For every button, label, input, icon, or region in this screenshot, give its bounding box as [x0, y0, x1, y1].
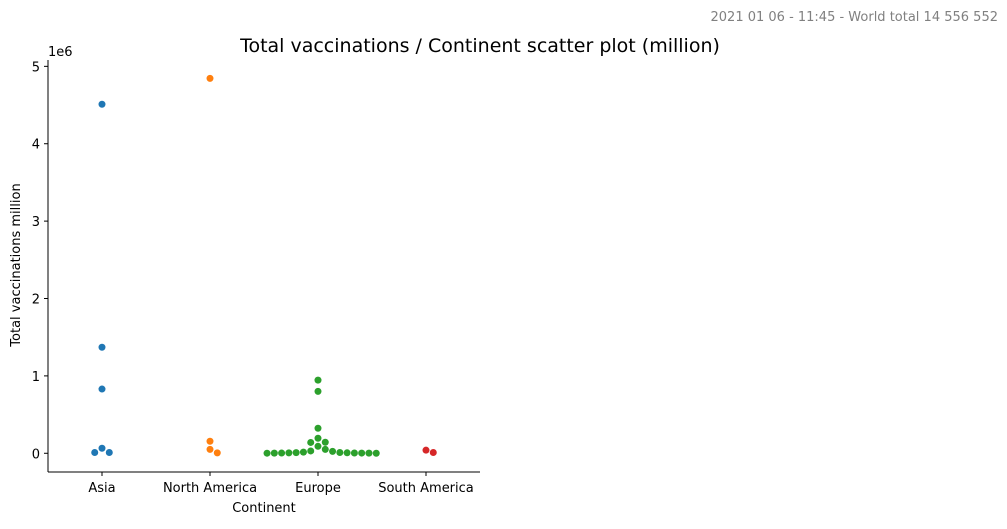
x-tick-label: Europe	[295, 481, 341, 496]
header-info: 2021 01 06 - 11:45 - World total 14 556 …	[711, 10, 999, 25]
y-axis-label: Total vaccinations million	[9, 183, 24, 347]
y-tick-label: 1	[32, 370, 40, 385]
point	[206, 445, 214, 453]
point	[350, 449, 358, 457]
point	[422, 446, 430, 454]
point	[429, 448, 437, 456]
y-tick-label: 3	[32, 215, 40, 230]
chart-title: Total vaccinations / Continent scatter p…	[239, 35, 720, 57]
y-tick-label: 0	[32, 447, 40, 462]
point	[307, 438, 315, 446]
point	[270, 449, 278, 457]
point	[343, 449, 351, 457]
x-tick-label: North America	[163, 481, 257, 496]
point	[206, 437, 214, 445]
y-offset-label: 1e6	[48, 45, 73, 60]
point	[292, 449, 300, 457]
point	[365, 449, 373, 457]
point	[206, 74, 214, 82]
point	[307, 447, 315, 455]
point	[91, 448, 99, 456]
point	[105, 448, 113, 456]
point	[314, 434, 322, 442]
point	[358, 449, 366, 457]
y-tick-label: 2	[32, 293, 40, 308]
point	[98, 343, 106, 351]
x-tick-label: South America	[378, 481, 474, 496]
point	[329, 447, 337, 455]
point	[98, 385, 106, 393]
point	[263, 449, 271, 457]
point	[213, 449, 221, 457]
point	[314, 376, 322, 384]
point	[314, 442, 322, 450]
point	[336, 448, 344, 456]
point	[98, 444, 106, 452]
point	[321, 445, 329, 453]
x-axis-label: Continent	[232, 501, 296, 516]
point	[98, 100, 106, 108]
point	[285, 449, 293, 457]
y-tick-label: 5	[32, 60, 40, 75]
x-tick-label: Asia	[88, 481, 115, 496]
point	[278, 449, 286, 457]
point	[314, 424, 322, 432]
y-tick-label: 4	[32, 138, 40, 153]
point	[314, 387, 322, 395]
point	[321, 438, 329, 446]
point	[372, 449, 380, 457]
point	[299, 448, 307, 456]
